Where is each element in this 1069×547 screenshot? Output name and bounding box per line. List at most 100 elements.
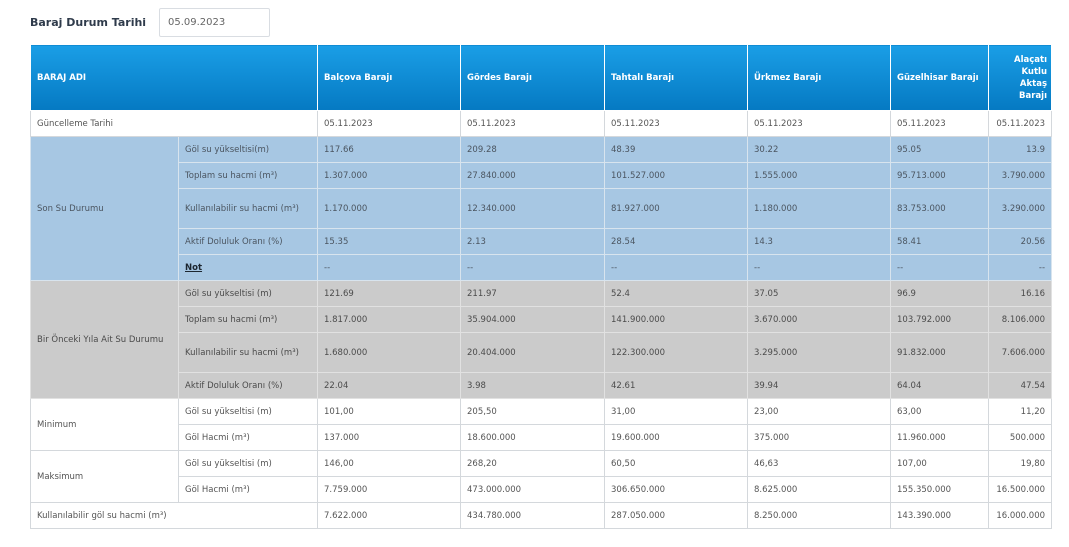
table-cell: 121.69: [317, 280, 462, 307]
table-cell: 18.600.000: [460, 424, 606, 451]
table-cell: 122.300.000: [604, 332, 749, 373]
table-cell: 83.753.000: [890, 188, 990, 229]
table-cell: --: [460, 254, 606, 281]
table-cell: 95.05: [890, 136, 990, 163]
row-label: Göl su yükseltisi (m): [177, 450, 319, 477]
table-row: Maksimum Göl su yükseltisi (m) 146,00 26…: [30, 450, 1053, 503]
dam-header-alacati-line: Alaçatı: [1014, 54, 1048, 65]
table-cell: 31,00: [604, 398, 749, 425]
dam-header-alacati-line: Kutlu: [1021, 66, 1048, 77]
table-cell: 64.04: [890, 372, 990, 399]
table-row: Toplam su hacmi (m³) 1.307.000 27.840.00…: [31, 162, 1053, 189]
table-cell: 3.98: [460, 372, 606, 399]
group-label-minimum: Minimum: [30, 398, 179, 451]
table-cell: 20.56: [988, 228, 1053, 255]
table-cell: 146,00: [317, 450, 462, 477]
table-row: Son Su Durumu Göl su yükseltisi(m) 117.6…: [30, 136, 1053, 281]
table-cell: --: [604, 254, 749, 281]
table-cell: 15.35: [317, 228, 462, 255]
table-cell: 96.9: [890, 280, 990, 307]
date-input[interactable]: [159, 7, 270, 37]
table-cell: 46,63: [747, 450, 892, 477]
table-cell: 39.94: [747, 372, 892, 399]
dam-header-tahtali: Tahtalı Barajı: [604, 44, 749, 111]
dam-header-gordes: Gördes Barajı: [460, 44, 606, 111]
table-cell: 05.11.2023: [890, 110, 990, 137]
row-label: Göl Hacmi (m³): [177, 476, 319, 503]
table-cell: 16.16: [988, 280, 1053, 307]
table-cell: 27.840.000: [460, 162, 606, 189]
table-cell: 42.61: [604, 372, 749, 399]
table-cell: 211.97: [460, 280, 606, 307]
table-cell: 48.39: [604, 136, 749, 163]
table-cell: --: [747, 254, 892, 281]
table-cell: 05.11.2023: [460, 110, 606, 137]
table-cell: 1.817.000: [317, 306, 462, 333]
table-row: Kullanılabilir su hacmi (m³) 1.170.000 1…: [31, 188, 1053, 229]
table-cell: 3.670.000: [747, 306, 892, 333]
row-label: Göl su yükseltisi (m): [177, 398, 319, 425]
table-cell: 35.904.000: [460, 306, 606, 333]
table-cell: 58.41: [890, 228, 990, 255]
table-cell: 375.000: [747, 424, 892, 451]
table-cell: 11.960.000: [890, 424, 990, 451]
table-row: Kullanılabilir göl su hacmi (m³) 7.622.0…: [29, 502, 1053, 529]
table-cell: 1.170.000: [317, 188, 462, 229]
row-label: Kullanılabilir su hacmi (m³): [177, 332, 319, 373]
table-row: Göl Hacmi (m³) 137.000 18.600.000 19.600…: [31, 424, 1053, 451]
table-cell: 143.390.000: [890, 502, 990, 529]
table-cell: 137.000: [317, 424, 462, 451]
table-cell: 3.290.000: [988, 188, 1053, 229]
row-label: Aktif Doluluk Oranı (%): [177, 372, 319, 399]
table-cell: 473.000.000: [460, 476, 606, 503]
table-cell: 287.050.000: [604, 502, 749, 529]
table-cell: 103.792.000: [890, 306, 990, 333]
table-cell: 7.622.000: [317, 502, 462, 529]
update-date-row: Güncelleme Tarihi 05.11.2023 05.11.2023 …: [29, 110, 1053, 137]
table-cell: 05.11.2023: [317, 110, 462, 137]
table-cell: 7.759.000: [317, 476, 462, 503]
table-cell: 16.500.000: [988, 476, 1053, 503]
table-cell: 05.11.2023: [604, 110, 749, 137]
dam-header-alacati-line: Barajı: [1019, 90, 1048, 101]
table-row: Göl Hacmi (m³) 7.759.000 473.000.000 306…: [31, 476, 1053, 503]
dam-name-header: BARAJ ADI: [29, 44, 319, 111]
table-cell: 306.650.000: [604, 476, 749, 503]
table-cell: 205,50: [460, 398, 606, 425]
table-cell: 47.54: [988, 372, 1053, 399]
date-filter: Baraj Durum Tarihi: [30, 7, 270, 37]
table-cell: 7.606.000: [988, 332, 1053, 373]
table-cell: 500.000: [988, 424, 1053, 451]
dam-header-alacati: Alaçatı Kutlu Aktaş Barajı: [988, 44, 1053, 111]
table-row: Aktif Doluluk Oranı (%) 22.04 3.98 42.61…: [31, 372, 1053, 399]
table-cell: 107,00: [890, 450, 990, 477]
table-cell: 12.340.000: [460, 188, 606, 229]
date-filter-label: Baraj Durum Tarihi: [30, 15, 147, 29]
row-label: Not: [177, 254, 319, 281]
table-cell: 1.307.000: [317, 162, 462, 189]
table-cell: 8.250.000: [747, 502, 892, 529]
table-cell: 05.11.2023: [747, 110, 892, 137]
table-cell: --: [988, 254, 1053, 281]
table-header-row: BARAJ ADI Balçova Barajı Gördes Barajı T…: [29, 44, 1053, 111]
table-cell: 22.04: [317, 372, 462, 399]
dam-header-urkmez: Ürkmez Barajı: [747, 44, 892, 111]
table-cell: 91.832.000: [890, 332, 990, 373]
row-label: Göl su yükseltisi(m): [177, 136, 319, 163]
note-link[interactable]: Not: [185, 262, 203, 273]
table-cell: 95.713.000: [890, 162, 990, 189]
table-cell: 101.527.000: [604, 162, 749, 189]
table-cell: 3.295.000: [747, 332, 892, 373]
table-row: Minimum Göl su yükseltisi (m) 101,00 205…: [30, 398, 1053, 451]
table-cell: 141.900.000: [604, 306, 749, 333]
table-cell: 05.11.2023: [988, 110, 1053, 137]
row-label: Aktif Doluluk Oranı (%): [177, 228, 319, 255]
table-cell: 117.66: [317, 136, 462, 163]
table-cell: 268,20: [460, 450, 606, 477]
table-cell: 209.28: [460, 136, 606, 163]
table-cell: 11,20: [988, 398, 1053, 425]
update-date-label: Güncelleme Tarihi: [29, 110, 319, 137]
group-label-maximum: Maksimum: [30, 450, 179, 503]
row-label: Toplam su hacmi (m³): [177, 306, 319, 333]
table-row: Bir Önceki Yıla Ait Su Durumu Göl su yük…: [30, 280, 1053, 399]
